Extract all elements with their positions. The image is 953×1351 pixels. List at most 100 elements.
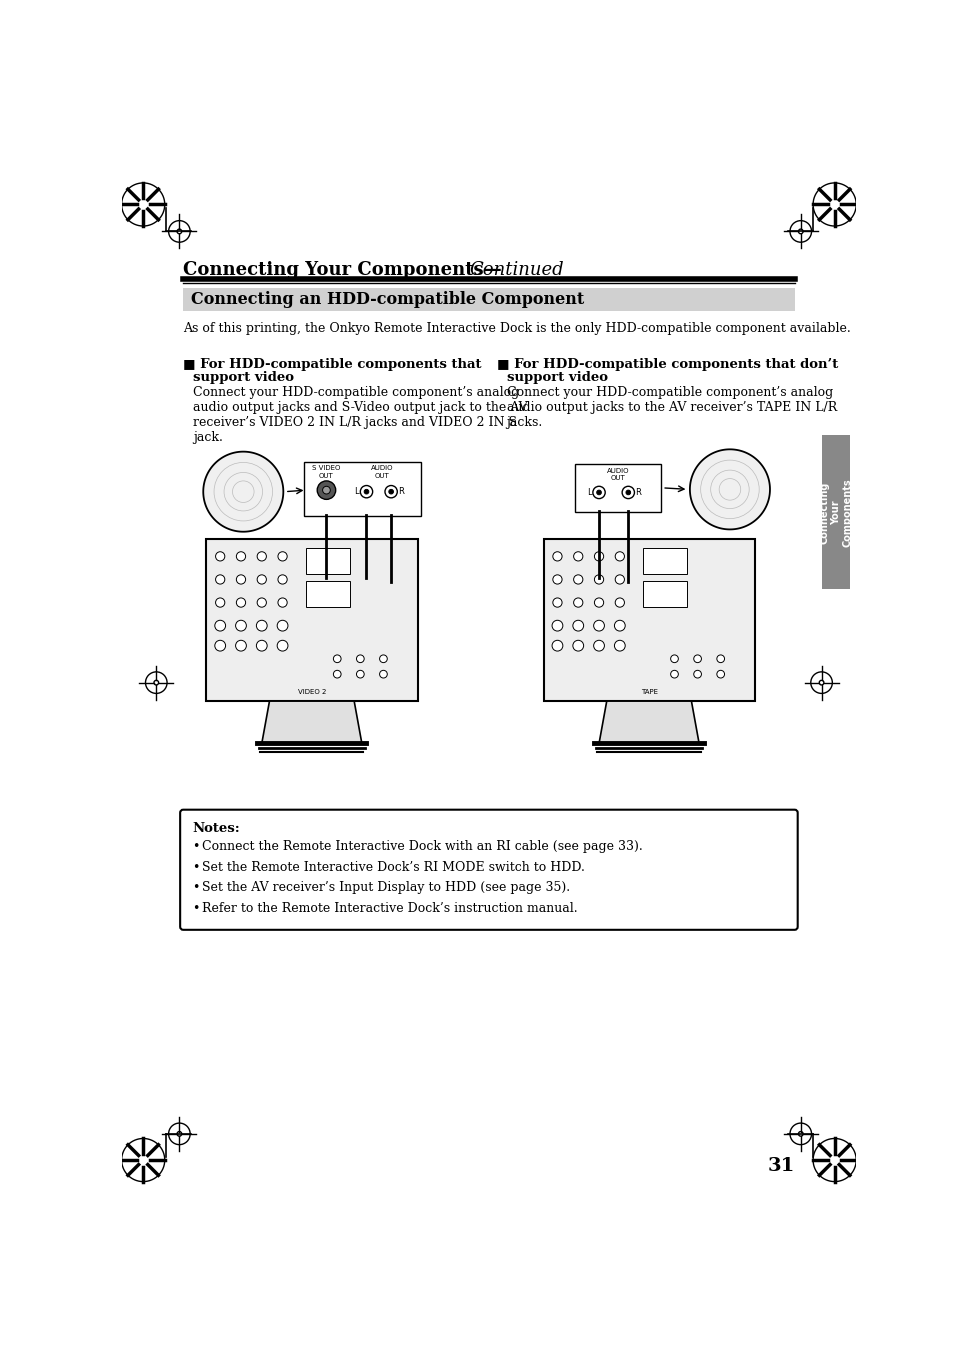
- Circle shape: [615, 574, 624, 584]
- Text: Connect your HDD-compatible component’s analog
audio output jacks and S-Video ou: Connect your HDD-compatible component’s …: [193, 386, 527, 444]
- Text: VIDEO 2: VIDEO 2: [297, 689, 326, 694]
- Text: Connecting Your Components—: Connecting Your Components—: [183, 261, 501, 278]
- Text: Connect your HDD-compatible component’s analog
audio output jacks to the AV rece: Connect your HDD-compatible component’s …: [506, 386, 836, 430]
- Circle shape: [552, 598, 561, 607]
- Text: Set the AV receiver’s Input Display to HDD (see page 35).: Set the AV receiver’s Input Display to H…: [201, 881, 569, 894]
- Circle shape: [594, 551, 603, 561]
- Circle shape: [257, 551, 266, 561]
- Circle shape: [573, 551, 582, 561]
- Text: R: R: [397, 488, 404, 496]
- FancyBboxPatch shape: [206, 539, 417, 701]
- FancyBboxPatch shape: [304, 462, 420, 516]
- Circle shape: [317, 481, 335, 500]
- Text: L: L: [586, 488, 591, 497]
- Circle shape: [389, 489, 393, 494]
- Text: As of this printing, the Onkyo Remote Interactive Dock is the only HDD-compatibl: As of this printing, the Onkyo Remote In…: [183, 323, 850, 335]
- Circle shape: [572, 620, 583, 631]
- Circle shape: [257, 598, 266, 607]
- Circle shape: [670, 670, 678, 678]
- Circle shape: [256, 620, 267, 631]
- Circle shape: [235, 640, 246, 651]
- Circle shape: [716, 670, 723, 678]
- FancyBboxPatch shape: [543, 539, 755, 701]
- Circle shape: [594, 598, 603, 607]
- Circle shape: [356, 655, 364, 662]
- Circle shape: [333, 670, 341, 678]
- Circle shape: [277, 640, 288, 651]
- Circle shape: [256, 640, 267, 651]
- Circle shape: [593, 620, 604, 631]
- Circle shape: [596, 490, 600, 494]
- Circle shape: [693, 655, 700, 662]
- Text: AUDIO
OUT: AUDIO OUT: [371, 466, 393, 478]
- Circle shape: [614, 640, 624, 651]
- Text: Connecting
Your
Components: Connecting Your Components: [819, 478, 852, 547]
- Circle shape: [716, 655, 723, 662]
- Circle shape: [333, 655, 341, 662]
- Circle shape: [593, 640, 604, 651]
- Text: Notes:: Notes:: [193, 821, 240, 835]
- Text: ■ For HDD-compatible components that don’t: ■ For HDD-compatible components that don…: [497, 358, 837, 372]
- Circle shape: [552, 640, 562, 651]
- Circle shape: [594, 574, 603, 584]
- Circle shape: [214, 620, 225, 631]
- Circle shape: [277, 620, 288, 631]
- FancyBboxPatch shape: [575, 463, 660, 512]
- Circle shape: [277, 574, 287, 584]
- Circle shape: [356, 670, 364, 678]
- Circle shape: [235, 620, 246, 631]
- Polygon shape: [689, 450, 769, 530]
- FancyBboxPatch shape: [642, 581, 686, 607]
- Circle shape: [379, 655, 387, 662]
- Circle shape: [257, 574, 266, 584]
- Text: ■ For HDD-compatible components that: ■ For HDD-compatible components that: [183, 358, 481, 372]
- Circle shape: [572, 640, 583, 651]
- Text: Refer to the Remote Interactive Dock’s instruction manual.: Refer to the Remote Interactive Dock’s i…: [201, 902, 577, 915]
- Circle shape: [552, 574, 561, 584]
- Circle shape: [360, 485, 373, 497]
- FancyBboxPatch shape: [305, 581, 349, 607]
- Text: Connecting an HDD-compatible Component: Connecting an HDD-compatible Component: [191, 290, 583, 308]
- Circle shape: [215, 598, 225, 607]
- Text: TAPE: TAPE: [639, 689, 657, 694]
- Circle shape: [592, 486, 604, 499]
- Circle shape: [277, 598, 287, 607]
- Text: support video: support video: [193, 370, 294, 384]
- Circle shape: [670, 655, 678, 662]
- Circle shape: [552, 551, 561, 561]
- FancyBboxPatch shape: [305, 549, 349, 574]
- Text: •: •: [193, 881, 199, 894]
- Circle shape: [573, 574, 582, 584]
- Polygon shape: [261, 701, 361, 743]
- Circle shape: [277, 551, 287, 561]
- Text: •: •: [193, 861, 199, 874]
- Circle shape: [236, 551, 245, 561]
- Circle shape: [385, 485, 396, 497]
- Circle shape: [322, 486, 330, 494]
- Polygon shape: [598, 701, 699, 743]
- FancyBboxPatch shape: [180, 809, 797, 929]
- Circle shape: [625, 490, 630, 494]
- Circle shape: [614, 620, 624, 631]
- Circle shape: [615, 598, 624, 607]
- FancyBboxPatch shape: [642, 549, 686, 574]
- Circle shape: [693, 670, 700, 678]
- Text: S VIDEO
OUT: S VIDEO OUT: [312, 466, 340, 478]
- Text: support video: support video: [506, 370, 607, 384]
- Circle shape: [615, 551, 624, 561]
- Circle shape: [621, 486, 634, 499]
- Text: Continued: Continued: [469, 261, 564, 278]
- Text: Set the Remote Interactive Dock’s RI MODE switch to HDD.: Set the Remote Interactive Dock’s RI MOD…: [201, 861, 584, 874]
- Circle shape: [214, 640, 225, 651]
- Text: •: •: [193, 902, 199, 915]
- Circle shape: [364, 489, 369, 494]
- Text: AUDIO
OUT: AUDIO OUT: [606, 467, 629, 481]
- Circle shape: [379, 670, 387, 678]
- Text: R: R: [635, 488, 640, 497]
- FancyBboxPatch shape: [183, 288, 794, 312]
- Circle shape: [552, 620, 562, 631]
- Circle shape: [215, 574, 225, 584]
- Text: •: •: [193, 840, 199, 852]
- Circle shape: [236, 574, 245, 584]
- Circle shape: [236, 598, 245, 607]
